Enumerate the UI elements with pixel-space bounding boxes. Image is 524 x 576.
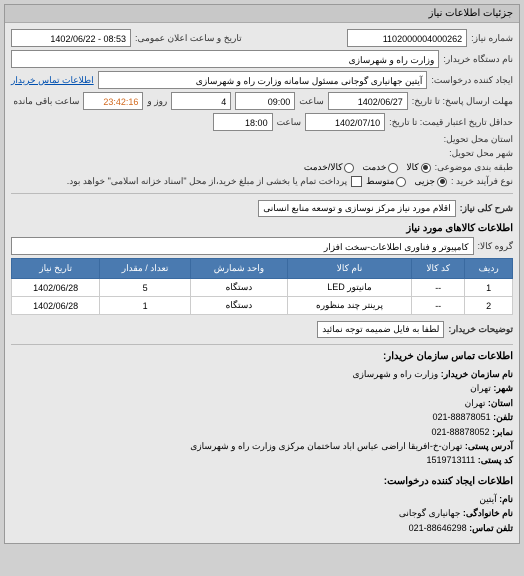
buyer-field: وزارت راه و شهرسازی: [11, 50, 439, 68]
items-table: ردیفکد کالانام کالاواحد شمارشتعداد / مقد…: [11, 258, 513, 315]
buyer-label: نام دستگاه خریدار:: [443, 54, 513, 65]
request-no-field: 1102000004000262: [347, 29, 467, 47]
remain-days-label: روز و: [147, 96, 167, 107]
creator-label: ایجاد کننده درخواست:: [431, 75, 513, 86]
response-time-label: ساعت: [299, 96, 324, 107]
response-deadline-label: مهلت ارسال پاسخ: تا تاریخ:: [412, 96, 513, 107]
treasury-checkbox[interactable]: [351, 176, 362, 187]
goods-group-field: کامپیوتر و فناوری اطلاعات-سخت افزار: [11, 237, 474, 255]
category-both-radio[interactable]: کالا/خدمت: [304, 162, 355, 173]
response-date-field: 1402/06/27: [328, 92, 408, 110]
validity-time-field: 18:00: [213, 113, 273, 131]
buyer-notes-label: توضیحات خریدار:: [448, 324, 513, 335]
process-medium-radio[interactable]: متوسط: [366, 176, 406, 187]
request-no-label: شماره نیاز:: [471, 33, 513, 44]
subject-label: شرح کلی نیاز:: [460, 203, 513, 214]
validity-label: حداقل تاریخ اعتبار قیمت: تا تاریخ:: [389, 117, 513, 128]
remain-days-field: 4: [171, 92, 231, 110]
contact-section-title: اطلاعات تماس سازمان خریدار:: [11, 351, 513, 362]
table-header: واحد شمارش: [190, 259, 287, 279]
process-note: پرداخت تمام یا بخشی از مبلغ خرید،از محل …: [67, 176, 347, 187]
goods-section-title: اطلاعات کالاهای مورد نیاز: [11, 223, 513, 234]
panel-title: جزئیات اطلاعات نیاز: [5, 5, 519, 23]
subject-field: اقلام مورد نیاز مرکز نوسازی و توسعه مناب…: [258, 200, 455, 217]
table-header: تعداد / مقدار: [100, 259, 191, 279]
category-label: طبقه بندی موضوعی:: [435, 162, 513, 173]
table-row: 2--پرینتر چند منظورهدستگاه11402/06/28: [12, 297, 513, 315]
announce-field: 08:53 - 1402/06/22: [11, 29, 131, 47]
table-header: کد کالا: [412, 259, 465, 279]
remain-suffix: ساعت باقی مانده: [13, 96, 79, 107]
remain-time-field: 23:42:16: [83, 92, 143, 110]
process-label: نوع فرآیند خرید :: [451, 176, 513, 187]
contact-info: نام سازمان خریدار: وزارت راه و شهرسازی ش…: [11, 365, 513, 470]
process-partial-radio[interactable]: جزیی: [414, 176, 447, 187]
process-radio-group: جزیی متوسط: [366, 176, 447, 187]
validity-date-field: 1402/07/10: [305, 113, 385, 131]
buyer-contact-link[interactable]: اطلاعات تماس خریدار: [11, 75, 94, 86]
buyer-notes-field: لطفا به فایل ضمیمه توجه نمائید: [317, 321, 444, 338]
validity-time-label: ساعت: [277, 117, 302, 128]
goods-group-label: گروه کالا:: [478, 241, 513, 252]
creator-field: آیتین جهانیاری گوجانی مسئول سامانه وزارت…: [98, 71, 428, 89]
category-goods-radio[interactable]: کالا: [406, 162, 430, 173]
announce-label: تاریخ و ساعت اعلان عمومی:: [135, 33, 242, 44]
table-header: ردیف: [465, 259, 513, 279]
category-service-radio[interactable]: خدمت: [362, 162, 398, 173]
category-radio-group: کالا خدمت کالا/خدمت: [304, 162, 431, 173]
table-row: 1--مانیتور LEDدستگاه51402/06/28: [12, 279, 513, 297]
req-creator-section-title: اطلاعات ایجاد کننده درخواست:: [11, 476, 513, 487]
details-panel: جزئیات اطلاعات نیاز شماره نیاز: 11020000…: [4, 4, 520, 544]
city-label: شهر محل تحویل:: [449, 148, 513, 159]
req-creator-info: نام: آیتین نام خانوادگی: جهانیاری گوجانی…: [11, 490, 513, 537]
table-header: نام کالا: [287, 259, 411, 279]
province-label: استان محل تحویل:: [444, 134, 513, 145]
table-header: تاریخ نیاز: [12, 259, 100, 279]
response-time-field: 09:00: [235, 92, 295, 110]
